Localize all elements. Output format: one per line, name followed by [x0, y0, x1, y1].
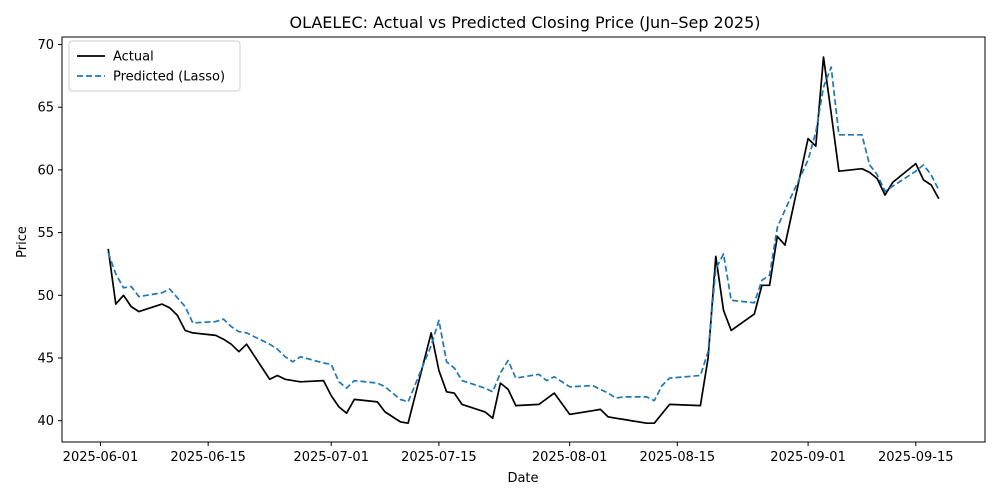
y-axis: 40 45 50 55 60 65 70 [37, 38, 62, 429]
legend: Actual Predicted (Lasso) [68, 40, 241, 92]
legend-label-predicted: Predicted (Lasso) [113, 70, 225, 85]
x-tick-label: 2025-06-15 [170, 450, 246, 465]
legend-label-actual: Actual [113, 50, 154, 65]
legend-box [68, 40, 241, 92]
y-tick-label: 55 [37, 226, 54, 241]
x-tick-label: 2025-08-01 [532, 450, 608, 465]
plot-frame [61, 36, 986, 443]
series-layer [107, 56, 940, 425]
plot-area [61, 36, 986, 443]
y-tick-label: 50 [37, 289, 54, 304]
y-tick-label: 40 [37, 414, 54, 429]
y-tick-label: 70 [37, 38, 54, 53]
x-tick-label: 2025-09-01 [770, 450, 846, 465]
x-axis: 2025-06-01 2025-06-15 2025-07-01 2025-07-15… [63, 442, 954, 465]
x-tick-label: 2025-07-01 [293, 450, 369, 465]
x-axis-label: Date [507, 471, 538, 486]
series-line-actual [107, 56, 940, 425]
chart-title: OLAELEC: Actual vs Predicted Closing Pri… [289, 13, 760, 32]
x-tick-label: 2025-07-15 [401, 450, 477, 465]
x-tick-label: 2025-09-15 [878, 450, 954, 465]
y-tick-label: 60 [37, 163, 54, 178]
y-tick-label: 45 [37, 351, 54, 366]
x-tick-label: 2025-08-15 [640, 450, 716, 465]
y-tick-label: 65 [37, 101, 54, 116]
x-tick-label: 2025-06-01 [63, 450, 139, 465]
y-axis-label: Price [15, 226, 30, 258]
series-line-predicted [107, 66, 940, 403]
